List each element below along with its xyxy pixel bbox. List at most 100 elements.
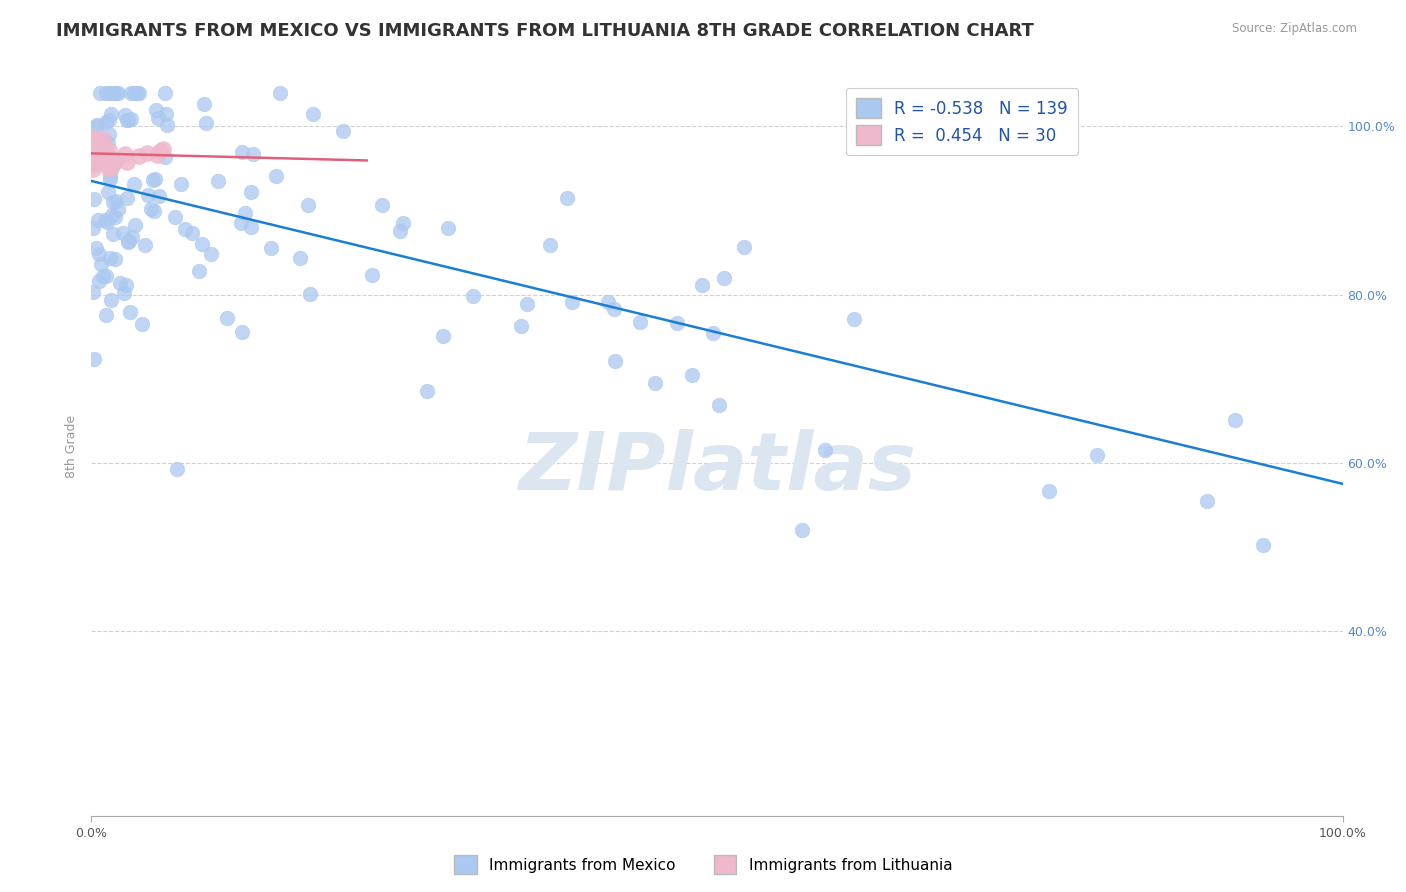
Point [136, 146, 159, 161]
Point [259, 241, 281, 255]
Point [115, 278, 138, 293]
Point [842, 312, 865, 326]
Point [83, 158, 105, 172]
Point [122, 86, 145, 100]
Point [692, 277, 714, 292]
Point [97, 161, 120, 175]
Point [83, 130, 105, 145]
Point [181, 226, 204, 240]
Point [392, 216, 415, 230]
Point [1085, 448, 1108, 462]
Point [136, 187, 159, 202]
Point [114, 147, 136, 161]
Point [301, 107, 323, 121]
Point [239, 220, 262, 235]
Point [207, 174, 229, 188]
Point [432, 329, 454, 343]
Point [142, 203, 165, 218]
Point [165, 210, 187, 224]
Point [107, 86, 129, 100]
Point [82, 220, 104, 235]
Point [84, 145, 107, 159]
Legend: R = -0.538   N = 139, R =  0.454   N = 30: R = -0.538 N = 139, R = 0.454 N = 30 [846, 87, 1078, 155]
Point [100, 161, 122, 176]
Legend: Immigrants from Mexico, Immigrants from Lithuania: Immigrants from Mexico, Immigrants from … [447, 849, 959, 880]
Point [1197, 494, 1219, 508]
Point [297, 198, 319, 212]
Point [100, 107, 122, 121]
Point [96, 86, 118, 100]
Point [229, 216, 252, 230]
Point [231, 145, 253, 159]
Point [104, 153, 127, 168]
Point [1038, 483, 1060, 498]
Point [264, 169, 287, 183]
Point [131, 318, 153, 332]
Point [122, 177, 145, 191]
Point [82, 136, 104, 151]
Point [101, 86, 124, 100]
Point [83, 153, 105, 168]
Point [516, 297, 538, 311]
Point [84, 153, 107, 167]
Point [89, 86, 111, 100]
Point [215, 310, 238, 325]
Point [127, 86, 149, 100]
Point [733, 240, 755, 254]
Point [128, 86, 150, 100]
Point [114, 108, 136, 122]
Y-axis label: 8th Grade: 8th Grade [65, 415, 79, 477]
Point [97, 86, 120, 100]
Point [146, 111, 169, 125]
Point [120, 87, 142, 101]
Point [174, 221, 197, 235]
Point [1223, 413, 1246, 427]
Point [91, 132, 114, 146]
Point [121, 230, 143, 244]
Point [239, 185, 262, 199]
Point [142, 172, 165, 186]
Point [233, 206, 256, 220]
Point [288, 251, 311, 265]
Text: ZIPlatlas: ZIPlatlas [519, 429, 915, 508]
Text: IMMIGRANTS FROM MEXICO VS IMMIGRANTS FROM LITHUANIA 8TH GRADE CORRELATION CHART: IMMIGRANTS FROM MEXICO VS IMMIGRANTS FRO… [56, 22, 1035, 40]
Point [115, 112, 138, 127]
Point [107, 202, 129, 216]
Point [702, 326, 724, 340]
Point [115, 191, 138, 205]
Point [94, 309, 117, 323]
Point [101, 227, 124, 241]
Point [98, 169, 121, 183]
Point [94, 115, 117, 129]
Point [94, 213, 117, 227]
Point [84, 139, 107, 153]
Point [713, 270, 735, 285]
Point [188, 264, 211, 278]
Text: Source: ZipAtlas.com: Source: ZipAtlas.com [1232, 22, 1357, 36]
Point [416, 384, 439, 398]
Point [596, 295, 619, 310]
Point [146, 148, 169, 162]
Point [86, 212, 108, 227]
Point [139, 202, 162, 217]
Point [86, 118, 108, 132]
Point [603, 354, 626, 368]
Point [538, 237, 561, 252]
Point [242, 147, 264, 161]
Point [90, 134, 112, 148]
Point [666, 316, 689, 330]
Point [84, 151, 107, 165]
Point [103, 252, 125, 266]
Point [134, 238, 156, 252]
Point [94, 268, 117, 283]
Point [628, 315, 651, 329]
Point [84, 144, 107, 158]
Point [97, 128, 120, 142]
Point [94, 134, 117, 148]
Point [87, 274, 110, 288]
Point [83, 192, 105, 206]
Point [792, 523, 814, 537]
Point [509, 318, 531, 333]
Point [155, 107, 177, 121]
Point [104, 194, 127, 208]
